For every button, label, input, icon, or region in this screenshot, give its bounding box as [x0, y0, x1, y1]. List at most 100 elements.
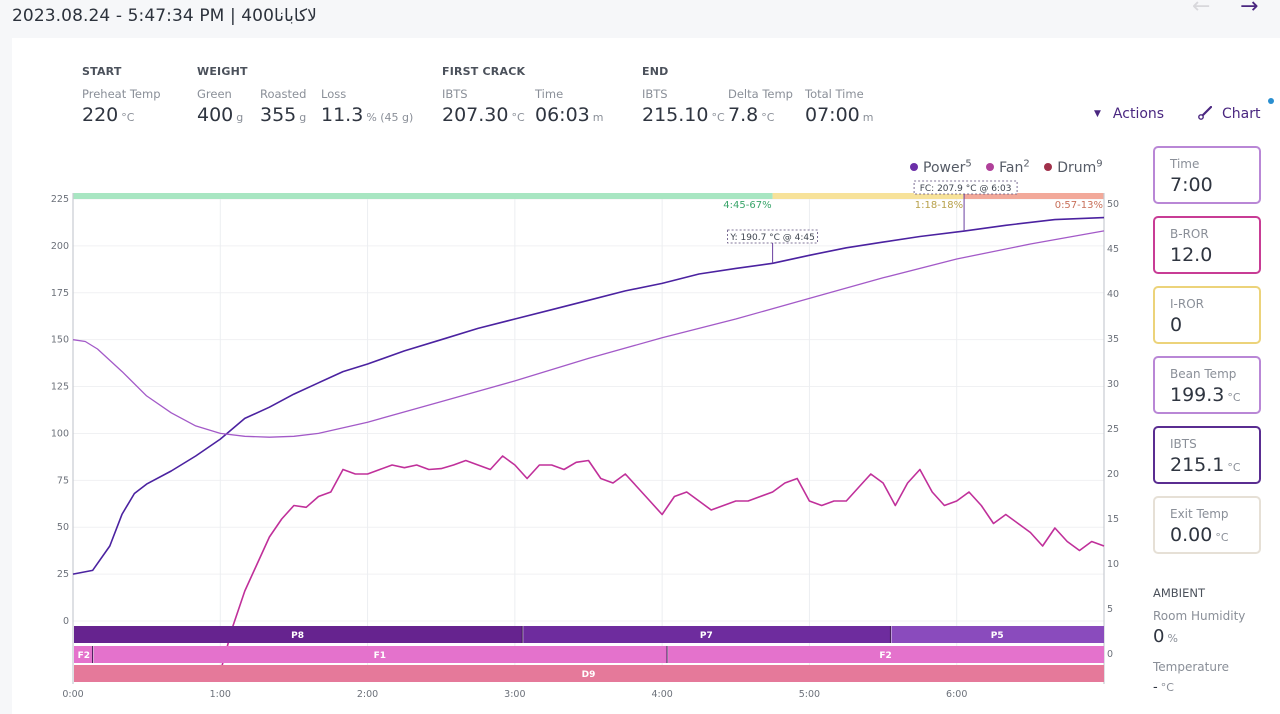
exit-temp-box-number: 0.00: [1170, 524, 1213, 546]
legend-power-level: 5: [965, 158, 972, 169]
end-section-label: END: [642, 65, 669, 78]
chart-series: [72, 216, 1105, 673]
control-bar-label: P7: [700, 631, 713, 641]
y-left-tick-label: 200: [51, 241, 69, 252]
y-right-tick-label: 40: [1107, 289, 1119, 300]
bean-temp-box-number: 199.3: [1170, 384, 1225, 406]
total-time-number: 07:00: [805, 104, 860, 126]
phase-bar: [73, 193, 773, 199]
legend-item-fan[interactable]: Fan2: [986, 158, 1030, 176]
loss-number: 11.3: [321, 104, 364, 126]
roast-title: 2023.08.24 - 5:47:34 PM | 400لاكابانا: [12, 6, 317, 26]
i-ror-box: I-ROR 0: [1153, 286, 1261, 344]
room-humidity-number: 0: [1153, 626, 1165, 647]
delta-temp-unit: °C: [761, 111, 775, 124]
legend-dot-drum: [1044, 162, 1053, 171]
total-time-label: Total Time: [805, 87, 864, 101]
control-bar-label: P8: [291, 631, 304, 641]
chart-legend: Power5 Fan2 Drum9: [910, 158, 1113, 176]
weight-section-label: WEIGHT: [197, 65, 248, 78]
loss-value: 11.3% (45 g): [321, 104, 413, 126]
ambient-title: AMBIENT: [1153, 586, 1205, 600]
b-ror-box: B-ROR 12.0: [1153, 216, 1261, 274]
y-left-tick-label: 100: [51, 428, 69, 439]
x-axis-ticks: 0:00 1:00 2:00 3:00 4:00 5:00 6:00: [62, 689, 967, 700]
fc-ibts-unit: °C: [511, 111, 525, 124]
control-bar-fan-segment: [668, 646, 1104, 663]
end-ibts-value: 215.10 °C: [642, 104, 725, 126]
control-bar-label: F1: [374, 651, 386, 661]
green-weight-value: 400 g: [197, 104, 243, 126]
end-ibts-number: 215.10: [642, 104, 709, 126]
room-humidity-unit: %: [1167, 632, 1178, 645]
control-bar-label: F2: [78, 651, 90, 661]
actions-label: Actions: [1112, 106, 1165, 122]
legend-dot-power: [910, 162, 918, 171]
roasted-weight-label: Roasted: [260, 87, 307, 101]
i-ror-box-number: 0: [1170, 314, 1183, 336]
fc-ibts-label: IBTS: [442, 87, 468, 101]
legend-power-label: Power: [923, 159, 966, 176]
y-right-tick-label: 0: [1107, 649, 1113, 660]
ibts-box-label: IBTS: [1170, 437, 1197, 451]
arrow-left-icon[interactable]: ←: [1192, 0, 1211, 19]
legend-fan-level: 2: [1023, 158, 1030, 169]
ibts-box-value: 215.1 °C: [1170, 454, 1241, 476]
control-bar-drum-segment: [74, 665, 1104, 682]
actions-button[interactable]: ▼ Actions: [1094, 106, 1164, 122]
preheat-temp-number: 220: [82, 104, 119, 126]
room-humidity-value: 0%: [1153, 626, 1178, 647]
x-tick-label: 6:00: [946, 689, 967, 700]
fc-ibts-value: 207.30 °C: [442, 104, 525, 126]
first-crack-section-label: FIRST CRACK: [442, 65, 526, 78]
room-humidity-label: Room Humidity: [1153, 609, 1246, 623]
legend-item-power[interactable]: Power5: [910, 158, 972, 176]
chart-button[interactable]: Chart: [1198, 106, 1260, 122]
series-line-b-ror: [219, 455, 1105, 673]
green-weight-label: Green: [197, 87, 232, 101]
paintbrush-icon: [1198, 106, 1212, 120]
y-right-tick-label: 10: [1107, 559, 1119, 570]
phase-bars: 4:45-67% 1:18-18% 0:57-13%: [73, 193, 1104, 211]
ambient-temperature-number: -: [1153, 680, 1158, 695]
notification-dot: [1268, 98, 1274, 104]
fc-time-number: 06:03: [535, 104, 590, 126]
fc-time-label: Time: [535, 87, 564, 101]
control-bar-power-segment: [74, 626, 523, 643]
y-left-tick-label: 175: [51, 288, 69, 299]
time-box-value: 7:00: [1170, 174, 1213, 196]
annotation-label: FC: 207.9 °C @ 6:03: [920, 184, 1012, 194]
legend-drum-level: 9: [1096, 158, 1103, 169]
b-ror-box-number: 12.0: [1170, 244, 1213, 266]
roasted-weight-value: 355 g: [260, 104, 306, 126]
phase-label: 4:45-67%: [723, 200, 771, 211]
time-box-label: Time: [1170, 157, 1200, 171]
control-bar-fan-segment: [93, 646, 668, 663]
exit-temp-box-value: 0.00 °C: [1170, 524, 1229, 546]
loss-unit: % (45 g): [366, 111, 414, 124]
roasted-weight-unit: g: [299, 111, 307, 124]
y-right-tick-label: 5: [1107, 604, 1113, 615]
legend-item-drum[interactable]: Drum9: [1044, 158, 1103, 176]
ibts-box-unit: °C: [1227, 461, 1241, 474]
legend-fan-label: Fan: [999, 159, 1024, 176]
preheat-temp-label: Preheat Temp: [82, 87, 161, 101]
control-bar-power-segment: [523, 626, 891, 643]
control-bar-label: F2: [879, 651, 891, 661]
y-right-tick-label: 20: [1107, 469, 1119, 480]
y-right-tick-label: 30: [1107, 379, 1119, 390]
chart-grid: [73, 198, 1104, 682]
ibts-box-number: 215.1: [1170, 454, 1225, 476]
legend-dot-fan: [986, 162, 995, 171]
fc-time-value: 06:03 m: [535, 104, 603, 126]
delta-temp-number: 7.8: [728, 104, 759, 126]
control-bar-fan-segment: [74, 646, 93, 663]
arrow-right-icon[interactable]: →: [1240, 0, 1259, 19]
green-weight-number: 400: [197, 104, 234, 126]
control-bar-power-segment: [891, 626, 1104, 643]
end-ibts-unit: °C: [711, 111, 725, 124]
phase-label: 0:57-13%: [1055, 200, 1103, 211]
y-right-tick-label: 50: [1107, 199, 1119, 210]
preheat-temp-value: 220 °C: [82, 104, 134, 126]
chart-label: Chart: [1222, 106, 1261, 122]
